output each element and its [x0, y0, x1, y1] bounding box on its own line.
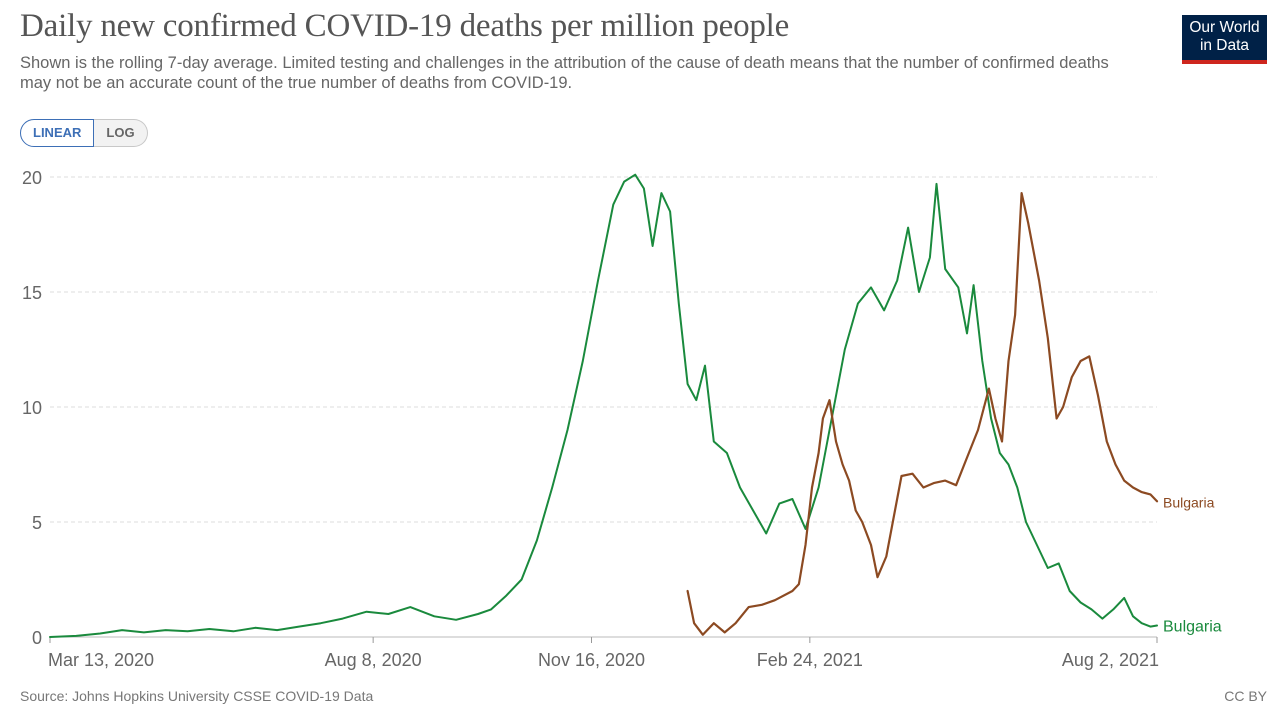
series-line-bulgaria-brown	[686, 192, 1159, 636]
y-tick-label: 0	[32, 628, 42, 648]
source-note[interactable]: Source: Johns Hopkins University CSSE CO…	[20, 688, 374, 704]
x-tick-label: Nov 16, 2020	[538, 650, 645, 670]
x-tick-label: Aug 2, 2021	[1062, 650, 1159, 670]
y-tick-label: 5	[32, 513, 42, 533]
license-label[interactable]: CC BY	[1224, 688, 1267, 704]
chart-subtitle: Shown is the rolling 7-day average. Limi…	[20, 54, 1109, 92]
chart-title: Daily new confirmed COVID-19 deaths per …	[20, 8, 790, 44]
series-label-bulgaria: Bulgaria	[1163, 619, 1222, 636]
scale-toggle: LINEAR LOG	[20, 119, 148, 147]
log-scale-button[interactable]: LOG	[94, 119, 148, 147]
x-tick-label: Feb 24, 2021	[757, 650, 863, 670]
series-label-bulgaria-brown: Bulgaria	[1163, 494, 1215, 510]
y-tick-label: 10	[22, 398, 42, 418]
logo-line-2: in Data	[1199, 37, 1250, 54]
y-tick-label: 20	[22, 168, 42, 188]
series-line-bulgaria	[49, 173, 1158, 638]
linear-scale-button[interactable]: LINEAR	[20, 119, 95, 147]
x-tick-label: Aug 8, 2020	[325, 650, 422, 670]
y-tick-label: 15	[22, 283, 42, 303]
logo-line-1: Our World	[1189, 19, 1260, 36]
owid-logo[interactable]: Our World in Data	[1182, 15, 1267, 64]
x-tick-label: Mar 13, 2020	[48, 650, 154, 670]
